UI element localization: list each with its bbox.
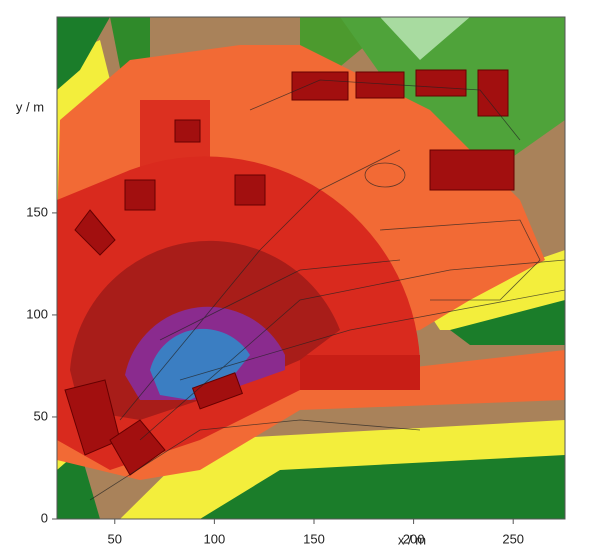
- y-tick-label: 100: [26, 306, 48, 321]
- x-tick-label: 200: [403, 531, 425, 546]
- y-axis-label: y / m: [16, 99, 44, 114]
- y-tick-label: 150: [26, 204, 48, 219]
- y-tick-label: 50: [34, 408, 48, 423]
- noise-map: [57, 17, 565, 519]
- x-axis-label: x / m: [398, 532, 426, 547]
- plot-frame: [56, 16, 566, 520]
- x-tick-label: 100: [204, 531, 226, 546]
- x-tick-label: 150: [303, 531, 325, 546]
- x-tick-label: 250: [502, 531, 524, 546]
- x-tick-label: 50: [108, 531, 122, 546]
- y-tick-label: 0: [41, 510, 48, 525]
